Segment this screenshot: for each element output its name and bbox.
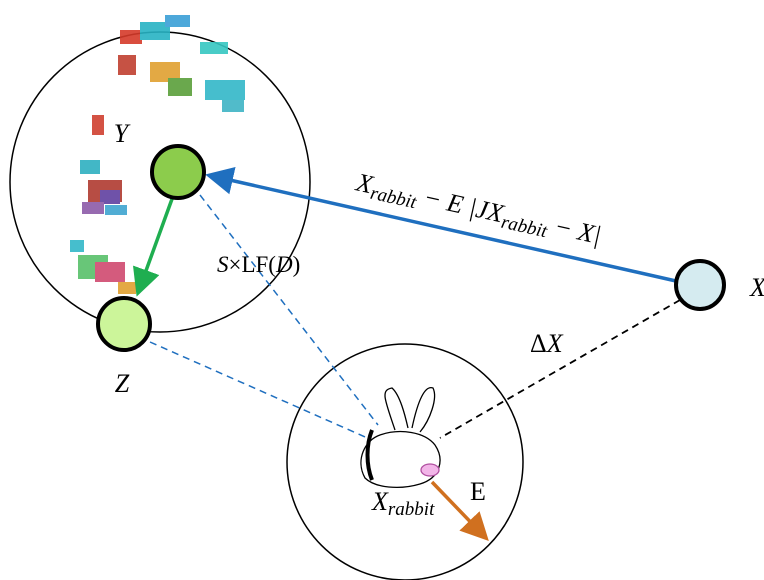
levy-arrow [132, 198, 174, 297]
rabbit-region [286, 343, 524, 580]
node-label: Y [114, 119, 131, 148]
update-arrow [205, 166, 677, 283]
node-z [96, 296, 152, 352]
dashed-link [439, 299, 681, 439]
dashed-link [199, 194, 379, 426]
node-label: Z [115, 369, 130, 398]
node-label: Xrabbit [371, 487, 435, 520]
label-part: X [353, 167, 377, 199]
dashed-link [149, 341, 373, 441]
label-part: rabbit [368, 183, 419, 214]
label-part: Δ [530, 329, 547, 358]
edge-label: S×LF(D) [217, 252, 300, 277]
edge-label: E [470, 477, 486, 506]
label-part: − E |JX [415, 181, 508, 228]
edge-label: ΔX [530, 329, 564, 358]
edge-label: Xrabbit − E |JXrabbit − X| [352, 167, 604, 254]
node-x [674, 259, 726, 311]
label-part: ) [293, 252, 301, 277]
label-part: S [217, 252, 229, 277]
node-label: X [749, 273, 764, 302]
label-part: D [275, 252, 293, 277]
scatter-texture [70, 15, 245, 294]
label-part: X [546, 329, 564, 358]
rabbit-icon [360, 387, 441, 489]
label-part: − X| [545, 210, 604, 250]
label-part: rabbit [388, 499, 435, 520]
label-part: X [371, 487, 389, 516]
label-part: rabbit [499, 212, 550, 243]
node-y [150, 144, 206, 200]
escape-arrow [430, 480, 489, 542]
label-part: ×LF( [229, 252, 276, 277]
